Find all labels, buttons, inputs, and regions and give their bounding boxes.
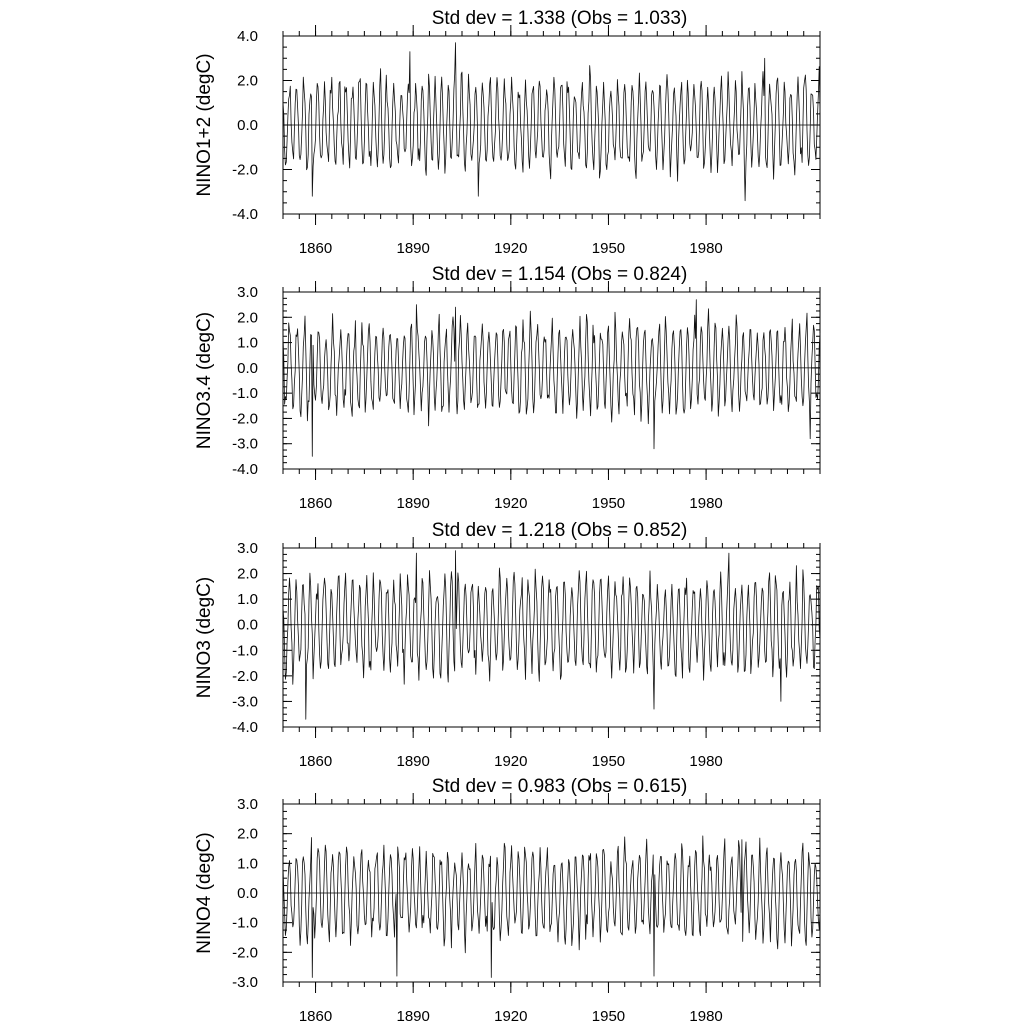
- x-tick-label: 1920: [494, 240, 527, 257]
- x-tick-label: 1920: [494, 495, 527, 512]
- panel-title: Std dev = 0.983 (Obs = 0.615): [432, 776, 688, 797]
- panel-nino12: Std dev = 1.338 (Obs = 1.033) NINO1+2 (de…: [194, 8, 821, 257]
- x-tick-label: 1890: [396, 240, 429, 257]
- y-axis-label: NINO3.4 (degC): [194, 312, 215, 449]
- x-tick-label: 1890: [396, 1008, 429, 1024]
- y-tick-label: -1.0: [232, 915, 258, 932]
- panel-title: Std dev = 1.154 (Obs = 0.824): [432, 264, 688, 285]
- plot-frame: [282, 291, 821, 470]
- x-tick-label: 1860: [299, 753, 332, 770]
- x-tick-label: 1860: [299, 495, 332, 512]
- y-tick-label: 0.0: [237, 360, 258, 377]
- x-tick-label: 1950: [592, 495, 625, 512]
- y-axis-label: NINO1+2 (degC): [194, 53, 215, 196]
- y-tick-label: 3.0: [237, 796, 258, 813]
- y-tick-label: -2.0: [232, 944, 258, 961]
- panel-nino34: Std dev = 1.154 (Obs = 0.824) NINO3.4 (de…: [194, 264, 821, 512]
- y-tick-label: 3.0: [237, 284, 258, 301]
- x-tick-label: 1860: [299, 1008, 332, 1024]
- x-tick-label: 1920: [494, 753, 527, 770]
- panel-nino4: Std dev = 0.983 (Obs = 0.615) NINO4 (degC…: [194, 776, 821, 1024]
- y-tick-label: 1.0: [237, 855, 258, 872]
- x-tick-label: 1980: [689, 753, 722, 770]
- panel-title: Std dev = 1.218 (Obs = 0.852): [432, 520, 688, 541]
- y-tick-label: 2.0: [237, 826, 258, 843]
- panel-nino3: Std dev = 1.218 (Obs = 0.852) NINO3 (degC…: [194, 520, 821, 770]
- y-tick-label: -3.0: [232, 436, 258, 453]
- y-tick-label: 0.0: [237, 117, 258, 134]
- x-tick-label: 1920: [494, 1008, 527, 1024]
- series-line-nino12: [282, 42, 821, 202]
- y-tick-label: -2.0: [232, 162, 258, 179]
- x-tick-label: 1980: [689, 495, 722, 512]
- series-line-nino3: [282, 550, 821, 720]
- y-tick-label: -4.0: [232, 206, 258, 223]
- x-tick-label: 1950: [592, 753, 625, 770]
- y-tick-label: 1.0: [237, 591, 258, 608]
- y-tick-label: -4.0: [232, 461, 258, 478]
- x-tick-label: 1890: [396, 495, 429, 512]
- y-axis-label: NINO4 (degC): [194, 832, 215, 953]
- panel-title: Std dev = 1.338 (Obs = 1.033): [432, 8, 688, 29]
- x-tick-label: 1950: [592, 1008, 625, 1024]
- series-line-nino34: [282, 299, 821, 457]
- y-tick-label: 1.0: [237, 335, 258, 352]
- y-tick-label: 2.0: [237, 309, 258, 326]
- y-tick-label: 2.0: [237, 566, 258, 583]
- y-tick-label: 0.0: [237, 617, 258, 634]
- series-line-nino4: [282, 835, 821, 978]
- x-tick-label: 1860: [299, 240, 332, 257]
- y-tick-label: -2.0: [232, 668, 258, 685]
- x-tick-label: 1980: [689, 1008, 722, 1024]
- x-tick-label: 1890: [396, 753, 429, 770]
- y-tick-label: -4.0: [232, 719, 258, 736]
- x-tick-label: 1950: [592, 240, 625, 257]
- x-tick-label: 1980: [689, 240, 722, 257]
- y-tick-label: -3.0: [232, 693, 258, 710]
- y-tick-label: -3.0: [232, 974, 258, 991]
- y-tick-label: 4.0: [237, 28, 258, 45]
- y-tick-label: -1.0: [232, 642, 258, 659]
- y-tick-label: -1.0: [232, 385, 258, 402]
- y-tick-label: -2.0: [232, 410, 258, 427]
- y-tick-label: 2.0: [237, 73, 258, 90]
- y-tick-label: 0.0: [237, 885, 258, 902]
- y-axis-label: NINO3 (degC): [194, 577, 215, 698]
- y-tick-label: 3.0: [237, 540, 258, 557]
